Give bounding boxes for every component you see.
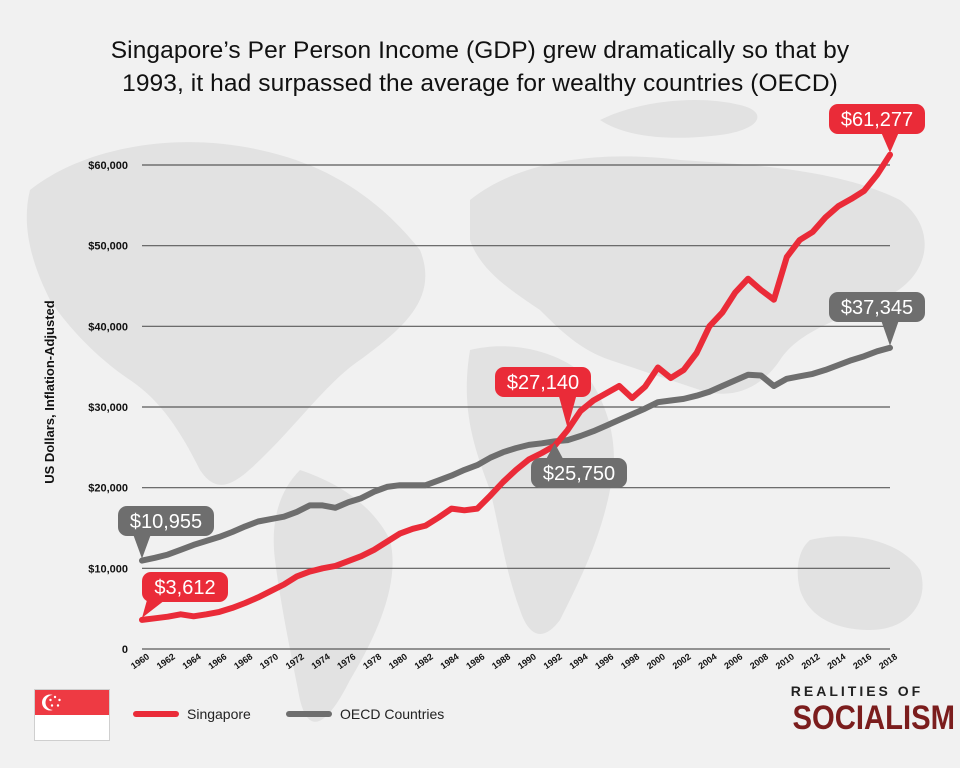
callout-box bbox=[829, 292, 925, 322]
flag-red-band bbox=[35, 690, 109, 715]
callout-pointer bbox=[133, 534, 151, 559]
callout-box bbox=[118, 506, 214, 536]
callout-pointer bbox=[558, 395, 577, 429]
x-tick-label: 1962 bbox=[155, 651, 177, 671]
x-tick-label: 2014 bbox=[825, 651, 847, 671]
y-tick-label: $30,000 bbox=[88, 402, 128, 414]
callout-oecd-countries: $10,955 bbox=[118, 506, 214, 559]
x-tick-label: 1990 bbox=[516, 651, 538, 671]
x-tick-label: 1994 bbox=[567, 651, 589, 671]
world-map-background bbox=[26, 100, 925, 722]
series-lines bbox=[139, 151, 893, 623]
x-tick-label: 1970 bbox=[258, 651, 280, 671]
x-tick-label: 2002 bbox=[671, 651, 693, 671]
x-tick-label: 1986 bbox=[464, 651, 486, 671]
series-line-singapore bbox=[139, 151, 893, 623]
chart-grid bbox=[142, 164, 890, 650]
callout-oecd-countries: $25,750 bbox=[531, 443, 627, 488]
x-tick-label: 2012 bbox=[800, 651, 822, 671]
x-tick-label: 1978 bbox=[361, 651, 383, 671]
value-callouts: $61,277 $27,140 $3,612 $37,345 $25,750 $10,95… bbox=[118, 104, 925, 618]
legend-oecd-swatch bbox=[286, 711, 332, 717]
callout-label: $37,345 bbox=[841, 297, 913, 319]
callout-singapore: $61,277 bbox=[829, 104, 925, 153]
callout-label: $10,955 bbox=[130, 511, 202, 533]
callout-box bbox=[142, 572, 228, 602]
y-tick-label: $50,000 bbox=[88, 241, 128, 253]
x-tick-label: 1980 bbox=[387, 651, 409, 671]
x-tick-label: 1968 bbox=[232, 651, 254, 671]
x-tick-label: 2004 bbox=[696, 651, 718, 671]
x-tick-label: 1982 bbox=[413, 651, 435, 671]
x-tick-label: 2000 bbox=[645, 651, 667, 671]
realities-of-socialism-logo: REALITIES OF SOCIALISM bbox=[782, 683, 955, 737]
x-tick-label: 1992 bbox=[542, 651, 564, 671]
x-tick-label: 1964 bbox=[181, 651, 203, 671]
singapore-flag-icon bbox=[34, 689, 110, 741]
x-tick-label: 2010 bbox=[774, 651, 796, 671]
callout-singapore: $3,612 bbox=[142, 572, 228, 618]
x-tick-label: 1984 bbox=[439, 651, 461, 671]
series-line-oecd-countries bbox=[139, 344, 893, 564]
legend-oecd: OECD Countries bbox=[286, 706, 444, 722]
y-tick-label: $40,000 bbox=[88, 321, 128, 333]
callout-label: $25,750 bbox=[543, 463, 615, 485]
callout-pointer bbox=[881, 132, 899, 153]
legend-singapore-label: Singapore bbox=[187, 706, 251, 722]
callout-box bbox=[531, 458, 627, 488]
x-tick-label: 1966 bbox=[206, 651, 228, 671]
callout-box bbox=[829, 104, 925, 134]
chart-title-line-1: Singapore’s Per Person Income (GDP) grew… bbox=[110, 37, 850, 64]
callout-label: $27,140 bbox=[507, 372, 579, 394]
x-tick-label: 1998 bbox=[619, 651, 641, 671]
callout-singapore: $27,140 bbox=[495, 367, 591, 429]
callout-pointer bbox=[142, 600, 165, 618]
brand-top-text: REALITIES OF bbox=[790, 683, 924, 699]
legend-oecd-label: OECD Countries bbox=[340, 706, 445, 722]
y-axis-label: US Dollars, Inflation-Adjusted bbox=[42, 300, 57, 484]
callout-oecd-countries: $37,345 bbox=[829, 292, 925, 346]
y-tick-label: 0 bbox=[122, 644, 128, 656]
y-tick-label: $60,000 bbox=[88, 160, 128, 172]
x-tick-label: 2008 bbox=[748, 651, 770, 671]
callout-pointer bbox=[545, 443, 564, 460]
x-tick-label: 2016 bbox=[851, 651, 873, 671]
y-axis: 0 $10,000 $20,000 $30,000 $40,000 $50,000 $60,… bbox=[88, 160, 128, 656]
callout-label: $61,277 bbox=[841, 109, 913, 131]
callout-pointer bbox=[881, 320, 899, 346]
x-tick-label: 2018 bbox=[877, 651, 899, 671]
callout-label: $3,612 bbox=[154, 577, 215, 599]
flag-white-band bbox=[35, 715, 109, 740]
y-tick-label: $10,000 bbox=[88, 563, 128, 575]
x-tick-label: 1996 bbox=[593, 651, 615, 671]
x-tick-label: 1960 bbox=[129, 651, 151, 671]
y-tick-label: $20,000 bbox=[88, 483, 128, 495]
x-axis: 1960 1962 1964 1966 1968 1970 1972 1974 1976 1978… bbox=[129, 651, 899, 671]
x-tick-label: 2006 bbox=[722, 651, 744, 671]
x-tick-label: 1988 bbox=[490, 651, 512, 671]
brand-bottom-text: SOCIALISM bbox=[792, 699, 955, 737]
chart-title: Singapore’s Per Person Income (GDP) grew… bbox=[0, 34, 960, 100]
legend-singapore: Singapore bbox=[133, 706, 251, 722]
legend-singapore-swatch bbox=[133, 711, 179, 717]
chart-title-line-2: 1993, it had surpassed the average for w… bbox=[122, 70, 838, 97]
callout-box bbox=[495, 367, 591, 397]
